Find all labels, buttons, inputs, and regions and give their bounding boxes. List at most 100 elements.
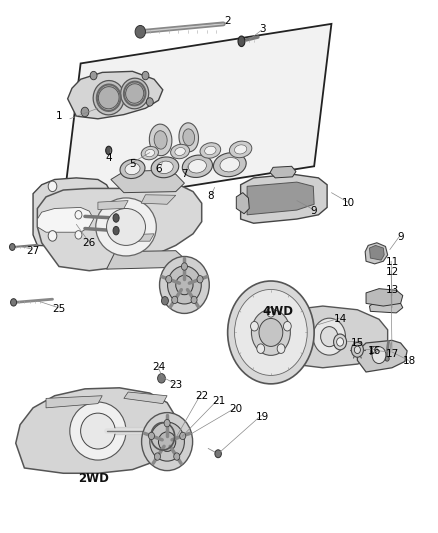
Text: 7: 7 bbox=[181, 169, 188, 179]
Polygon shape bbox=[236, 192, 249, 214]
Polygon shape bbox=[46, 395, 102, 408]
Text: 9: 9 bbox=[397, 232, 404, 243]
Ellipse shape bbox=[93, 80, 124, 115]
Circle shape bbox=[251, 321, 258, 331]
Ellipse shape bbox=[126, 84, 144, 103]
Text: 17: 17 bbox=[385, 349, 399, 359]
Ellipse shape bbox=[251, 310, 290, 356]
Circle shape bbox=[135, 26, 145, 38]
Ellipse shape bbox=[351, 342, 364, 357]
Text: 11: 11 bbox=[385, 257, 399, 267]
Polygon shape bbox=[270, 166, 296, 178]
Ellipse shape bbox=[385, 357, 389, 361]
Ellipse shape bbox=[120, 159, 145, 179]
Polygon shape bbox=[16, 388, 176, 473]
Circle shape bbox=[174, 453, 180, 460]
Text: 21: 21 bbox=[212, 396, 226, 406]
Circle shape bbox=[191, 296, 197, 304]
Ellipse shape bbox=[334, 334, 346, 350]
Ellipse shape bbox=[150, 422, 184, 461]
Polygon shape bbox=[357, 341, 407, 372]
Circle shape bbox=[372, 346, 386, 364]
Ellipse shape bbox=[259, 318, 283, 346]
Circle shape bbox=[81, 107, 89, 117]
Ellipse shape bbox=[321, 327, 338, 346]
Text: 2WD: 2WD bbox=[78, 472, 110, 485]
Circle shape bbox=[158, 374, 166, 383]
Ellipse shape bbox=[354, 346, 360, 353]
Text: 23: 23 bbox=[169, 380, 182, 390]
Ellipse shape bbox=[168, 266, 201, 304]
Polygon shape bbox=[271, 306, 388, 368]
Polygon shape bbox=[37, 182, 202, 271]
Ellipse shape bbox=[188, 159, 206, 173]
Ellipse shape bbox=[183, 129, 194, 146]
Circle shape bbox=[257, 344, 265, 353]
Polygon shape bbox=[98, 200, 128, 209]
Ellipse shape bbox=[120, 78, 149, 109]
Text: 2: 2 bbox=[224, 16, 231, 26]
Text: 6: 6 bbox=[155, 164, 162, 174]
Text: 4WD: 4WD bbox=[262, 305, 293, 318]
Circle shape bbox=[48, 231, 57, 241]
Text: 24: 24 bbox=[152, 362, 165, 372]
Ellipse shape bbox=[141, 413, 193, 471]
Ellipse shape bbox=[149, 124, 172, 156]
Circle shape bbox=[142, 71, 149, 80]
Circle shape bbox=[162, 296, 168, 305]
Circle shape bbox=[180, 432, 186, 440]
Text: 10: 10 bbox=[342, 198, 355, 208]
Circle shape bbox=[146, 98, 153, 106]
Polygon shape bbox=[106, 251, 184, 269]
Polygon shape bbox=[124, 392, 167, 403]
Polygon shape bbox=[67, 71, 163, 119]
Ellipse shape bbox=[113, 227, 119, 235]
Ellipse shape bbox=[215, 450, 221, 458]
Circle shape bbox=[277, 344, 285, 353]
Polygon shape bbox=[366, 289, 403, 306]
Circle shape bbox=[148, 432, 155, 440]
Text: 27: 27 bbox=[26, 246, 40, 256]
Text: 26: 26 bbox=[83, 238, 96, 248]
Text: 16: 16 bbox=[368, 346, 381, 356]
Circle shape bbox=[372, 346, 377, 353]
Text: 15: 15 bbox=[351, 338, 364, 348]
Ellipse shape bbox=[159, 256, 209, 313]
Ellipse shape bbox=[176, 275, 193, 295]
Circle shape bbox=[172, 296, 178, 304]
Text: 18: 18 bbox=[403, 357, 416, 367]
Ellipse shape bbox=[157, 161, 173, 174]
Ellipse shape bbox=[238, 36, 245, 46]
Polygon shape bbox=[365, 243, 388, 264]
Ellipse shape bbox=[313, 318, 346, 355]
Circle shape bbox=[75, 231, 82, 239]
Text: 25: 25 bbox=[53, 304, 66, 314]
Ellipse shape bbox=[70, 402, 126, 460]
Ellipse shape bbox=[125, 163, 140, 175]
Ellipse shape bbox=[106, 208, 145, 245]
Text: 12: 12 bbox=[385, 267, 399, 277]
Polygon shape bbox=[37, 207, 94, 232]
Polygon shape bbox=[33, 178, 111, 246]
Ellipse shape bbox=[113, 214, 119, 222]
Circle shape bbox=[283, 321, 291, 331]
Text: 20: 20 bbox=[230, 404, 243, 414]
Circle shape bbox=[197, 276, 203, 283]
Ellipse shape bbox=[182, 155, 212, 177]
Text: 8: 8 bbox=[207, 191, 214, 201]
Ellipse shape bbox=[175, 148, 185, 156]
Ellipse shape bbox=[213, 153, 246, 177]
Ellipse shape bbox=[228, 281, 314, 384]
Ellipse shape bbox=[106, 146, 112, 155]
Text: 4: 4 bbox=[106, 154, 112, 164]
Circle shape bbox=[75, 211, 82, 219]
Circle shape bbox=[155, 453, 160, 460]
Polygon shape bbox=[64, 24, 332, 206]
Circle shape bbox=[48, 181, 57, 191]
Text: 14: 14 bbox=[333, 314, 347, 324]
Text: 22: 22 bbox=[195, 391, 208, 401]
Ellipse shape bbox=[205, 146, 216, 155]
Ellipse shape bbox=[151, 157, 179, 177]
Polygon shape bbox=[247, 182, 314, 215]
Polygon shape bbox=[141, 195, 176, 204]
